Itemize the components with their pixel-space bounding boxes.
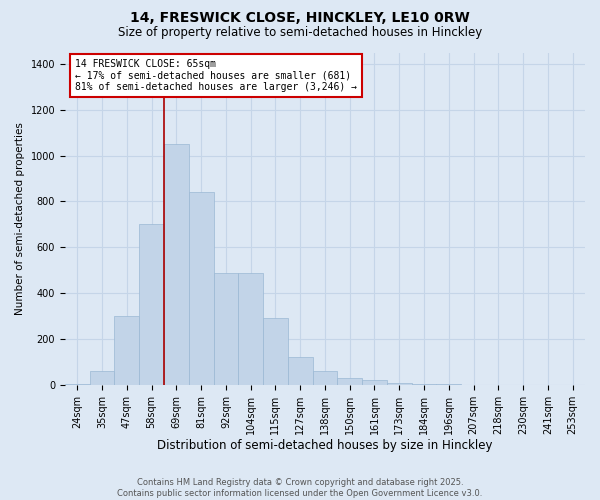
- Bar: [89, 371, 115, 385]
- Text: Size of property relative to semi-detached houses in Hinckley: Size of property relative to semi-detach…: [118, 26, 482, 39]
- Bar: [313, 371, 337, 385]
- Bar: [362, 380, 387, 385]
- Bar: [412, 384, 436, 385]
- Bar: [65, 384, 89, 385]
- Y-axis label: Number of semi-detached properties: Number of semi-detached properties: [15, 122, 25, 315]
- Bar: [263, 318, 288, 385]
- Text: 14, FRESWICK CLOSE, HINCKLEY, LE10 0RW: 14, FRESWICK CLOSE, HINCKLEY, LE10 0RW: [130, 11, 470, 25]
- Bar: [164, 144, 189, 385]
- Bar: [387, 382, 412, 385]
- Bar: [288, 358, 313, 385]
- Text: 14 FRESWICK CLOSE: 65sqm
← 17% of semi-detached houses are smaller (681)
81% of : 14 FRESWICK CLOSE: 65sqm ← 17% of semi-d…: [76, 59, 358, 92]
- Bar: [189, 192, 214, 385]
- Bar: [139, 224, 164, 385]
- Bar: [238, 272, 263, 385]
- Bar: [337, 378, 362, 385]
- Bar: [115, 316, 139, 385]
- Bar: [214, 272, 238, 385]
- Text: Contains HM Land Registry data © Crown copyright and database right 2025.
Contai: Contains HM Land Registry data © Crown c…: [118, 478, 482, 498]
- X-axis label: Distribution of semi-detached houses by size in Hinckley: Distribution of semi-detached houses by …: [157, 440, 493, 452]
